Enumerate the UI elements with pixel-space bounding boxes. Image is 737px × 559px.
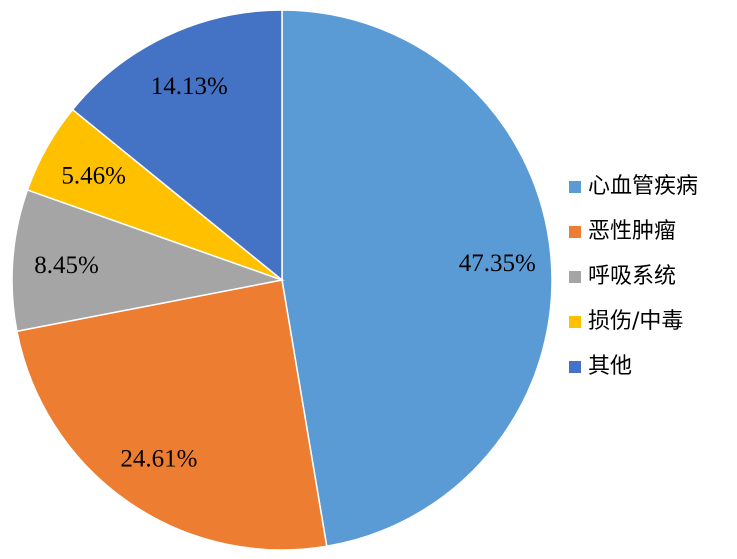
pie-slice (71, 9, 283, 282)
legend-label: 其他 (588, 354, 632, 379)
data-label: 5.46% (61, 162, 126, 189)
pie-slice (11, 189, 285, 333)
data-label: 24.61% (120, 445, 197, 472)
legend-label: 呼吸系统 (588, 264, 676, 289)
legend-swatch (569, 316, 581, 328)
pie-slice (281, 9, 553, 548)
legend-swatch (569, 361, 581, 373)
legend-swatch (569, 181, 581, 193)
legend-swatch (569, 226, 581, 238)
data-label: 47.35% (459, 250, 536, 277)
legend-swatch (569, 271, 581, 283)
legend-label: 心血管疾病 (588, 174, 698, 199)
legend-label: 损伤/中毒 (588, 309, 683, 334)
data-label: 14.13% (151, 73, 228, 100)
pie-slice (16, 279, 328, 551)
data-label: 8.45% (34, 252, 99, 279)
legend-label: 恶性肿瘤 (588, 219, 676, 244)
